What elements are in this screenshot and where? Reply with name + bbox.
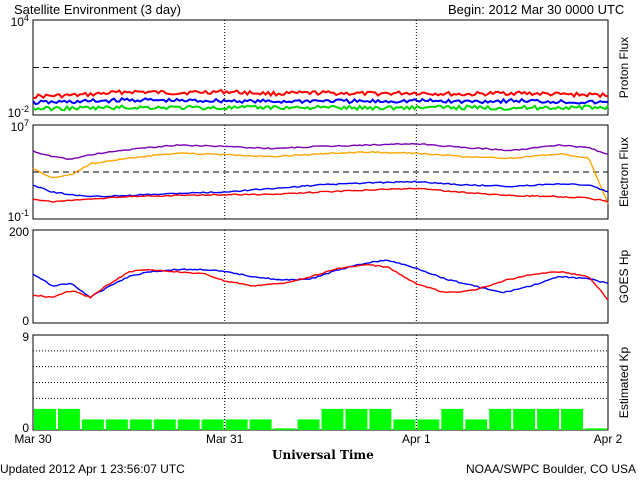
goes_hp-ylabel: GOES Hp (617, 250, 631, 304)
kp-bar (153, 419, 176, 430)
kp-bar (297, 419, 320, 430)
kp-bar (34, 408, 56, 430)
proton-series-red (32, 88, 609, 100)
kp-bar (201, 419, 224, 430)
kp-bar (177, 419, 200, 430)
kp-bar (321, 408, 344, 430)
begin-label: Begin: 2012 Mar 30 0000 UTC (448, 2, 625, 17)
updated-label: Updated 2012 Apr 1 23:56:07 UTC (0, 462, 185, 476)
kp-bar (585, 428, 607, 430)
kp-bar (465, 419, 488, 430)
kp-bar (393, 419, 416, 430)
electron-ylabel: Electron Flux (617, 137, 631, 207)
kp-bar (105, 419, 128, 430)
goes_hp-ymin-label: 0 (22, 314, 29, 328)
kp-bar (513, 408, 536, 430)
electron-panel-frame (32, 124, 609, 220)
goes_hp-series-red (32, 263, 609, 301)
electron-ymax-label: 107 (11, 118, 29, 134)
proton-ymin-label: 10-2 (8, 104, 29, 120)
credit-label: NOAA/SWPC Boulder, CO USA (466, 462, 637, 476)
goes_hp-series-blue (32, 259, 609, 299)
x-tick-label: Apr 2 (594, 432, 623, 446)
kp-bar (537, 408, 560, 430)
kp-bar (489, 408, 512, 430)
kp-ymin-label: 0 (22, 421, 29, 435)
electron-series-red (32, 187, 609, 203)
kp-ymax-label: 9 (22, 330, 29, 344)
kp-bar (225, 419, 248, 430)
kp-bar (561, 408, 584, 430)
x-tick-label: Mar 31 (206, 432, 244, 446)
x-tick-label: Mar 30 (14, 432, 52, 446)
kp-bar (81, 419, 104, 430)
kp-bar (57, 408, 80, 430)
proton-ymax-label: 104 (11, 13, 29, 29)
chart-title: Satellite Environment (3 day) (14, 2, 181, 17)
kp-bar (369, 408, 392, 430)
x-axis-title: Universal Time (272, 448, 374, 462)
electron-series-blue (32, 180, 609, 198)
goes_hp-panel-frame (32, 229, 609, 324)
electron-series-purple (32, 142, 609, 161)
kp-ylabel: Estimated Kp (617, 346, 631, 418)
electron-series-orange (32, 150, 609, 205)
goes_hp-ymax-label: 200 (9, 225, 29, 239)
proton-series-blue (32, 96, 609, 106)
kp-bar (129, 419, 152, 430)
proton-series-green (32, 104, 609, 112)
kp-bar (273, 428, 296, 430)
kp-bar (417, 419, 440, 430)
kp-bar (441, 408, 464, 430)
kp-bar (249, 419, 272, 430)
electron-ymin-label: 10-1 (8, 208, 29, 224)
kp-bar (345, 408, 368, 430)
x-tick-label: Apr 1 (402, 432, 431, 446)
proton-ylabel: Proton Flux (617, 37, 631, 98)
